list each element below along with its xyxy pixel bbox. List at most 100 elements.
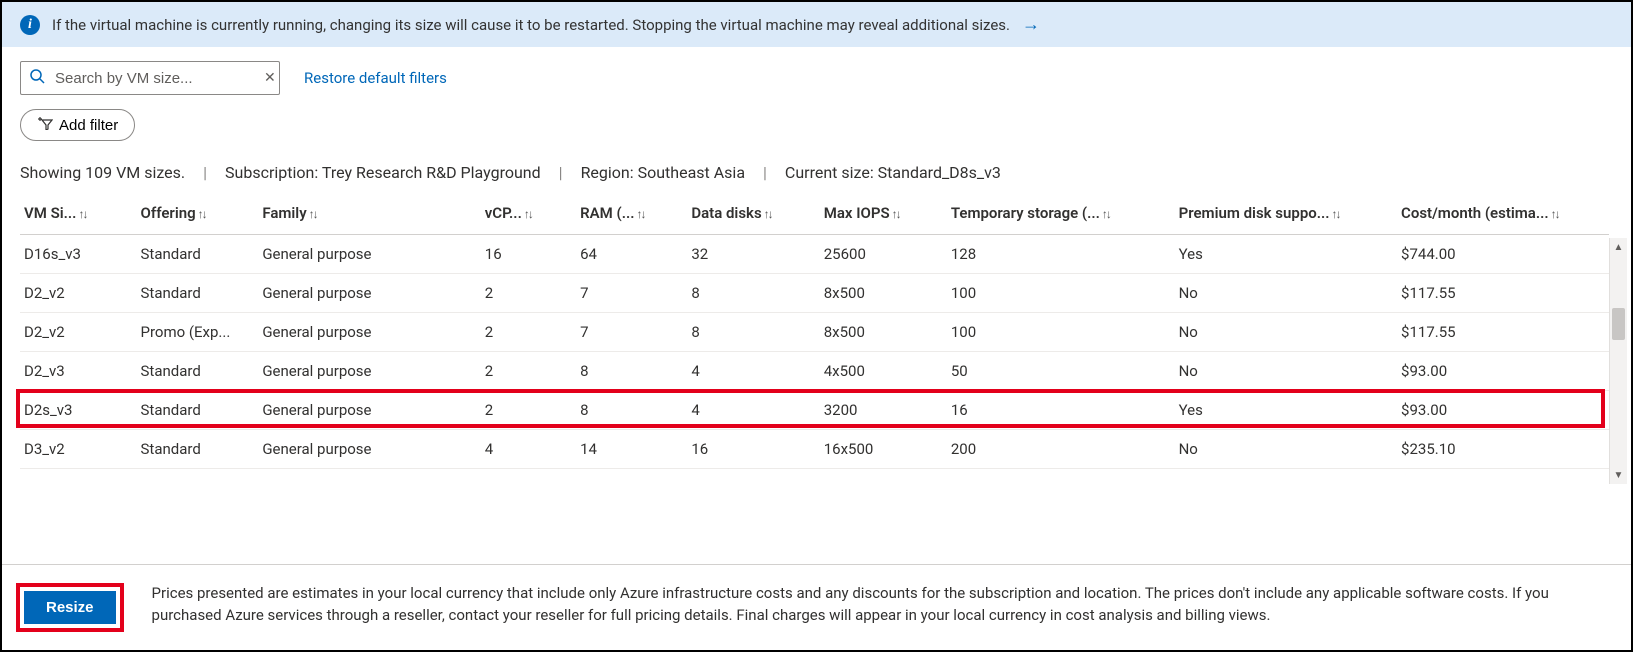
arrow-right-icon[interactable]: → [1022,14,1040,35]
table-header-row: VM Si...↑↓Offering↑↓Family↑↓vCP...↑↓RAM … [20,194,1609,235]
table-row[interactable]: D2_v2StandardGeneral purpose2788x500100N… [20,274,1609,313]
table-cell: 16 [687,430,819,469]
sort-icon[interactable]: ↑↓ [1100,207,1110,221]
search-icon [29,68,45,88]
table-cell: 2 [481,391,576,430]
table-cell: 2 [481,313,576,352]
table-cell: 100 [947,274,1175,313]
table-cell: 4 [481,430,576,469]
status-subscription: Subscription: Trey Research R&D Playgrou… [225,163,541,182]
sort-icon[interactable]: ↑↓ [1330,207,1340,221]
table-cell: 128 [947,235,1175,274]
add-filter-button[interactable]: Add filter [20,109,135,141]
status-count: Showing 109 VM sizes. [20,163,185,182]
table-cell: 16x500 [820,430,947,469]
sort-icon[interactable]: ↑↓ [635,207,645,221]
sort-icon[interactable]: ↑↓ [1549,207,1559,221]
table-cell: General purpose [258,235,480,274]
table-cell: 4 [687,391,819,430]
table-cell: D3_v2 [20,430,137,469]
sort-icon[interactable]: ↑↓ [522,207,532,221]
table-row[interactable]: D2_v2Promo (Exp...General purpose2788x50… [20,313,1609,352]
restore-filters-link[interactable]: Restore default filters [304,69,447,87]
table-cell: General purpose [258,274,480,313]
table-cell: 8x500 [820,313,947,352]
table-row[interactable]: D3_v2StandardGeneral purpose4141616x5002… [20,430,1609,469]
vm-size-table: VM Si...↑↓Offering↑↓Family↑↓vCP...↑↓RAM … [20,194,1609,469]
table-cell: 100 [947,313,1175,352]
column-header[interactable]: Family↑↓ [258,194,480,235]
status-row: Showing 109 VM sizes. | Subscription: Tr… [2,141,1631,194]
column-header[interactable]: RAM (...↑↓ [576,194,687,235]
table-cell: D2_v2 [20,274,137,313]
table-cell: 32 [687,235,819,274]
table-cell: 200 [947,430,1175,469]
column-header[interactable]: Max IOPS↑↓ [820,194,947,235]
sort-icon[interactable]: ↑↓ [76,207,86,221]
column-header[interactable]: Cost/month (estima...↑↓ [1397,194,1609,235]
clear-icon[interactable]: ✕ [264,70,276,86]
table-cell: Standard [137,235,259,274]
table-cell: No [1175,274,1397,313]
scrollbar[interactable]: ▲ ▼ [1609,238,1627,484]
table-cell: Standard [137,274,259,313]
table-cell: General purpose [258,430,480,469]
divider: | [203,163,207,182]
table-cell: Yes [1175,391,1397,430]
pricing-disclaimer: Prices presented are estimates in your l… [152,583,1613,627]
table-cell: General purpose [258,391,480,430]
table-container: VM Si...↑↓Offering↑↓Family↑↓vCP...↑↓RAM … [20,194,1627,484]
filter-row: Add filter [2,95,1631,141]
scroll-thumb[interactable] [1612,308,1625,340]
table-cell: Standard [137,430,259,469]
add-filter-icon [37,116,53,134]
scroll-down-icon[interactable]: ▼ [1610,466,1627,484]
status-current-size: Current size: Standard_D8s_v3 [785,163,1001,182]
table-cell: $117.55 [1397,313,1609,352]
table-cell: $117.55 [1397,274,1609,313]
divider: | [559,163,563,182]
table-cell: 3200 [820,391,947,430]
add-filter-label: Add filter [59,117,118,134]
table-cell: No [1175,313,1397,352]
search-box[interactable]: ✕ [20,61,280,95]
table-row[interactable]: D16s_v3StandardGeneral purpose1664322560… [20,235,1609,274]
sort-icon[interactable]: ↑↓ [890,207,900,221]
table-cell: No [1175,430,1397,469]
table-cell: 50 [947,352,1175,391]
table-cell: $235.10 [1397,430,1609,469]
toolbar: ✕ Restore default filters [2,47,1631,95]
column-header[interactable]: Temporary storage (...↑↓ [947,194,1175,235]
table-cell: Standard [137,391,259,430]
search-input[interactable] [53,69,256,88]
scroll-up-icon[interactable]: ▲ [1610,238,1627,256]
table-cell: General purpose [258,313,480,352]
table-cell: 2 [481,352,576,391]
table-cell: 8 [687,274,819,313]
table-cell: 7 [576,274,687,313]
column-header[interactable]: vCP...↑↓ [481,194,576,235]
table-cell: D2_v3 [20,352,137,391]
resize-button-highlight: Resize [16,583,124,632]
status-region: Region: Southeast Asia [581,163,745,182]
info-banner-text: If the virtual machine is currently runn… [52,16,1010,34]
table-row[interactable]: D2s_v3StandardGeneral purpose284320016Ye… [20,391,1609,430]
table-cell: 16 [947,391,1175,430]
table-cell: 8 [576,391,687,430]
table-cell: 7 [576,313,687,352]
table-cell: D2_v2 [20,313,137,352]
sort-icon[interactable]: ↑↓ [307,207,317,221]
table-cell: Standard [137,352,259,391]
table-cell: Yes [1175,235,1397,274]
column-header[interactable]: Premium disk suppo...↑↓ [1175,194,1397,235]
sort-icon[interactable]: ↑↓ [196,207,206,221]
table-cell: 14 [576,430,687,469]
sort-icon[interactable]: ↑↓ [762,207,772,221]
column-header[interactable]: Data disks↑↓ [687,194,819,235]
table-cell: $93.00 [1397,352,1609,391]
resize-button[interactable]: Resize [24,591,116,624]
column-header[interactable]: Offering↑↓ [137,194,259,235]
table-row[interactable]: D2_v3StandardGeneral purpose2844x50050No… [20,352,1609,391]
column-header[interactable]: VM Si...↑↓ [20,194,137,235]
table-cell: D16s_v3 [20,235,137,274]
